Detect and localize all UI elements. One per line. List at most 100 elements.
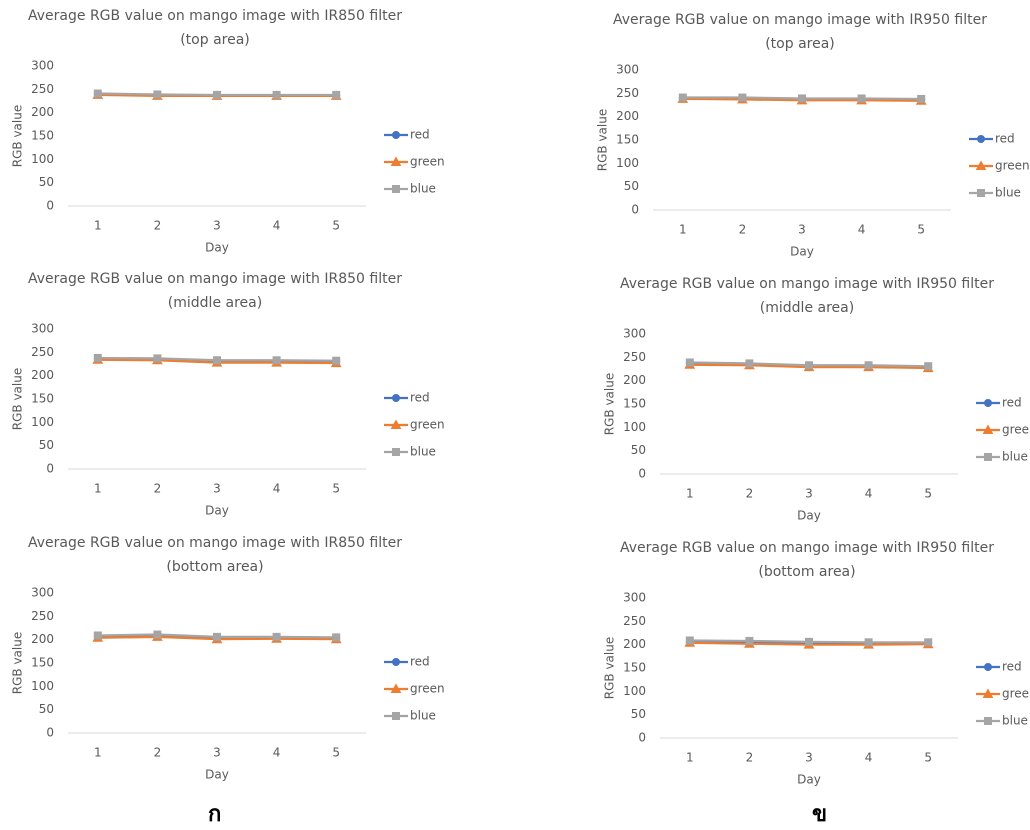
legend-label: blue [410,709,436,723]
x-tick-label: 1 [679,223,687,237]
y-tick-label: 200 [616,109,639,123]
data-point [93,353,102,362]
legend-marker [982,424,994,434]
data-point [857,94,866,103]
y-tick-label: 200 [623,373,646,387]
y-tick-label: 250 [31,82,54,96]
legend-label: green [410,155,445,169]
y-tick-label: 250 [31,609,54,623]
y-tick-label: 250 [616,86,639,100]
x-tick-label: 2 [154,219,162,233]
y-tick-label: 0 [46,726,54,740]
data-point [213,632,221,641]
y-tick-label: 300 [31,586,54,600]
y-axis-label: RGB value [11,105,25,167]
y-tick-label: 250 [623,350,646,364]
panel-label: ข [812,802,828,827]
legend-marker [975,160,987,170]
legend-marker [392,448,400,456]
legend-label: green [410,682,445,696]
data-point [924,362,933,371]
y-axis-label: RGB value [596,109,610,171]
y-axis-label: RGB value [603,373,617,435]
legend-marker [392,658,400,666]
x-tick-label: 2 [746,487,754,501]
y-tick-label: 100 [31,679,54,693]
y-tick-label: 200 [31,368,54,382]
legend-marker [984,663,992,671]
x-axis-label: Day [797,509,821,523]
y-tick-label: 250 [31,345,54,359]
x-tick-label: 5 [917,223,925,237]
y-tick-label: 0 [46,199,54,213]
x-tick-label: 3 [213,482,221,496]
y-tick-label: 200 [31,632,54,646]
y-tick-label: 50 [39,702,54,716]
data-point [745,636,754,645]
x-tick-label: 5 [924,487,932,501]
x-axis-label: Day [205,504,229,518]
legend-label: blue [410,445,436,459]
x-tick-label: 1 [686,487,694,501]
x-tick-label: 3 [805,751,813,765]
y-tick-label: 100 [623,684,646,698]
x-tick-label: 3 [213,746,221,760]
legend-marker [984,717,992,725]
x-axis-label: Day [205,241,229,255]
legend-marker [984,399,992,407]
data-point [685,358,694,367]
data-point [213,90,221,99]
y-tick-label: 0 [631,203,639,217]
y-tick-label: 100 [616,156,639,170]
y-tick-label: 250 [623,614,646,628]
legend-label: green [1002,687,1030,701]
chart-title: Average RGB value on mango image with IR… [28,535,402,575]
data-point [93,89,102,98]
legend-label: blue [1002,714,1028,728]
data-point [924,638,933,647]
x-axis-label: Day [790,245,814,259]
x-tick-label: 4 [273,219,281,233]
x-tick-label: 2 [746,751,754,765]
legend-marker [390,156,402,166]
y-tick-label: 50 [39,438,54,452]
y-tick-label: 300 [623,327,646,341]
x-tick-label: 3 [805,487,813,501]
x-tick-label: 5 [924,751,932,765]
y-tick-label: 100 [31,152,54,166]
data-point [917,94,926,103]
legend-marker [977,135,985,143]
x-tick-label: 4 [865,751,873,765]
x-tick-label: 1 [94,219,102,233]
y-axis-label: RGB value [11,632,25,694]
legend-marker [392,394,400,402]
data-point [864,361,873,370]
legend-label: blue [995,186,1021,200]
legend-label: green [410,418,445,432]
x-tick-label: 1 [94,746,102,760]
data-point [153,630,162,639]
x-tick-label: 4 [865,487,873,501]
data-point [805,637,813,646]
x-tick-label: 3 [798,223,806,237]
legend-label: green [995,159,1030,173]
data-point [678,93,687,102]
legend-label: red [1002,396,1022,410]
y-tick-label: 150 [616,133,639,147]
y-tick-label: 100 [623,420,646,434]
x-tick-label: 5 [332,482,340,496]
legend-marker [392,185,400,193]
y-tick-label: 200 [623,637,646,651]
y-tick-label: 300 [31,59,54,73]
x-tick-label: 4 [858,223,866,237]
data-point [272,90,281,99]
legend-marker [390,683,402,693]
y-tick-label: 200 [31,105,54,119]
y-tick-label: 150 [31,656,54,670]
y-tick-label: 150 [623,661,646,675]
legend-marker [392,131,400,139]
legend-marker [982,688,994,698]
x-axis-label: Day [797,773,821,787]
y-tick-label: 50 [39,175,54,189]
data-point [272,632,281,641]
